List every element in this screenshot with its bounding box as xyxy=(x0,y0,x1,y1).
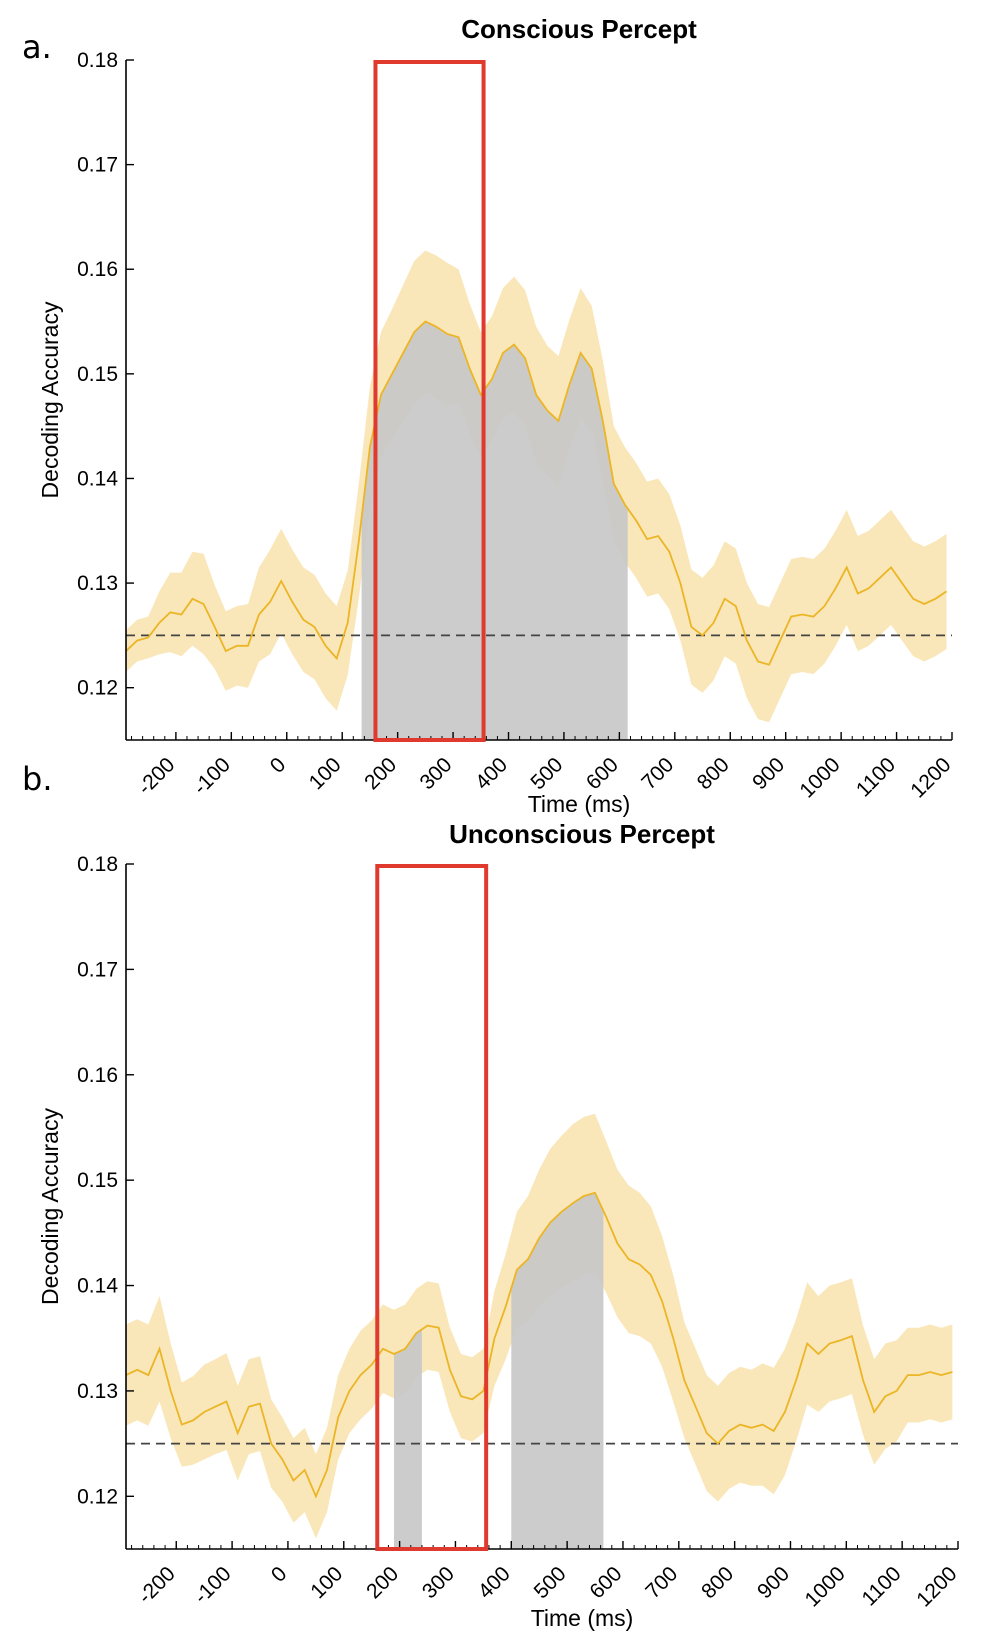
x-tick-label: 500 xyxy=(526,753,567,794)
x-axis-label: Time (ms) xyxy=(528,791,631,817)
x-tick-label: 400 xyxy=(474,1562,515,1603)
x-tick-label: 1000 xyxy=(795,753,844,802)
significance-window-0 xyxy=(394,1329,422,1549)
x-tick-label: 700 xyxy=(637,753,678,794)
y-tick-label: 0.16 xyxy=(77,258,118,281)
chart-title: Unconscious Percept xyxy=(449,819,715,849)
x-tick-label: 300 xyxy=(418,1562,459,1603)
y-tick-label: 0.12 xyxy=(77,677,118,700)
x-tick-label: -100 xyxy=(189,753,235,799)
y-tick-label: 0.17 xyxy=(77,958,118,981)
y-tick-label: 0.17 xyxy=(77,154,118,177)
panel-conscious: 0.12 0.13 0.14 0.15 0.16 0.17 0.18 -200 -100 0 100… xyxy=(22,14,956,817)
y-tick-label: 0.13 xyxy=(77,1380,118,1403)
x-tick-label: 1100 xyxy=(857,1562,905,1610)
mean-accuracy-line xyxy=(125,1191,953,1499)
x-tick-label: 1200 xyxy=(912,1562,961,1611)
x-tick-label: 600 xyxy=(585,1562,626,1603)
y-tick-label: 0.12 xyxy=(77,1485,118,1508)
y-axis-label: Decoding Accuracy xyxy=(37,301,63,498)
y-tick-label: 0.18 xyxy=(77,853,118,876)
x-tick-label: 1100 xyxy=(852,753,900,801)
x-tick-label: -200 xyxy=(133,753,179,799)
chart-title: Conscious Percept xyxy=(461,14,697,44)
y-axis-label: Decoding Accuracy xyxy=(37,1108,63,1305)
x-tick-label: 1000 xyxy=(801,1562,850,1611)
confidence-band xyxy=(126,250,947,723)
x-tick-label: 600 xyxy=(582,753,623,794)
significance-window-0 xyxy=(361,321,628,740)
highlight-box xyxy=(373,60,486,742)
x-tick-label: 800 xyxy=(697,1562,738,1603)
x-tick-label: 300 xyxy=(416,753,457,794)
panel-letter: a. xyxy=(22,28,52,66)
y-tick-label: 0.14 xyxy=(77,467,118,490)
x-tick-label: 900 xyxy=(748,753,789,794)
y-tick-label: 0.16 xyxy=(77,1064,118,1087)
x-tick-label: 500 xyxy=(530,1562,571,1603)
y-tick-label: 0.15 xyxy=(77,363,118,386)
x-tick-label: 100 xyxy=(305,753,346,794)
x-tick-label: -100 xyxy=(190,1562,236,1608)
x-tick-label: 200 xyxy=(362,1562,403,1603)
panel-letter: b. xyxy=(22,760,52,798)
y-tick-label: 0.14 xyxy=(77,1275,118,1298)
mean-accuracy-line xyxy=(125,320,947,666)
y-tick-label: 0.15 xyxy=(77,1169,118,1192)
x-axis-label: Time (ms) xyxy=(531,1605,634,1631)
x-tick-label: 900 xyxy=(753,1562,794,1603)
panel-unconscious: 0.12 0.13 0.14 0.15 0.16 0.17 0.18 -200 -100 0 100… xyxy=(22,760,962,1631)
x-tick-label: 0 xyxy=(267,1562,292,1587)
x-tick-label: 100 xyxy=(306,1562,347,1603)
x-tick-label: 800 xyxy=(693,753,734,794)
x-tick-label: 400 xyxy=(471,753,512,794)
highlight-box xyxy=(375,864,489,1551)
significance-window-1 xyxy=(511,1192,604,1549)
x-tick-label: 1200 xyxy=(906,753,955,802)
y-tick-label: 0.18 xyxy=(77,49,118,72)
x-tick-label: 0 xyxy=(266,753,291,778)
y-tick-label: 0.13 xyxy=(77,572,118,595)
confidence-band xyxy=(126,1113,953,1539)
x-tick-label: 200 xyxy=(360,753,401,794)
x-tick-label: -200 xyxy=(134,1562,180,1608)
x-tick-label: 700 xyxy=(641,1562,682,1603)
